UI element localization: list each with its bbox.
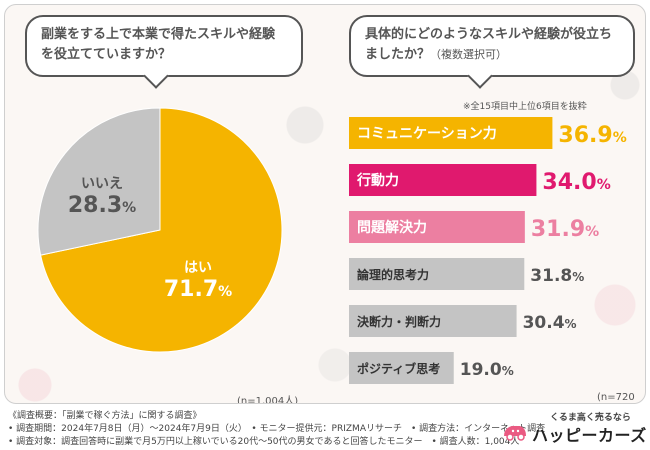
bar-3 bbox=[349, 258, 525, 290]
bar-value-3: 31.8% bbox=[530, 266, 584, 286]
footer-line3: • 調査対象：調査回答時に副業で月5万円以上稼いでいる20代～50代の男女である… bbox=[8, 437, 520, 447]
bar-label-1: 行動力 bbox=[356, 172, 399, 189]
bar-value-unit-2: % bbox=[585, 224, 599, 240]
bar-label-5: ポジティブ思考 bbox=[357, 361, 440, 376]
bar-label-4: 決断力・判断力 bbox=[357, 314, 441, 329]
bar-label-2: 問題解決力 bbox=[357, 219, 427, 236]
footer-line2: • 調査期間：2024年7月8日（月）～2024年7月9日（火） • モニター提… bbox=[8, 424, 546, 434]
question1-bubble: 副業をする上で本業で得たスキルや経験を役立てていますか？ bbox=[25, 15, 303, 77]
logo-tagline: くるま高く売るなら bbox=[550, 413, 631, 423]
pie-label-yes-name: はい bbox=[184, 260, 212, 276]
bar-4 bbox=[349, 305, 517, 337]
pie-label-yes-unit: % bbox=[218, 284, 233, 300]
pie-label-yes: はい 71.7% bbox=[163, 257, 233, 302]
question2-text: 具体的にどのようなスキルや経験が役立ちましたか？ bbox=[365, 27, 613, 62]
footer-line1: 《調査概要：「副業で稼ぐ方法」に関する調査》 bbox=[8, 411, 202, 421]
pie-label-no: いいえ 28.3% bbox=[67, 173, 137, 218]
pie-label-yes-value: 71.7 bbox=[163, 277, 219, 302]
bar-value-unit-5: % bbox=[502, 364, 514, 378]
bar-value-unit-0: % bbox=[613, 130, 627, 146]
bar-value-0: 36.9% bbox=[558, 123, 626, 148]
question2-subtext: （複数選択可） bbox=[430, 48, 508, 61]
pie-label-no-name: いいえ bbox=[81, 176, 123, 192]
logo-name: ハッピーカーズ bbox=[532, 426, 647, 445]
pie-label-no-unit: % bbox=[122, 200, 137, 216]
bar-label-0: コミュニケーション力 bbox=[357, 125, 497, 142]
bar-value-4: 30.4% bbox=[523, 313, 577, 333]
bar-value-unit-3: % bbox=[572, 270, 584, 284]
bar-value-2: 31.9% bbox=[531, 217, 599, 242]
bar-2 bbox=[349, 211, 525, 243]
bar-sample-size: (n=720人) bbox=[597, 392, 635, 403]
pie-label-no-value: 28.3 bbox=[67, 193, 123, 218]
bar-value-5: 19.0% bbox=[460, 360, 514, 380]
pie-slice-1 bbox=[37, 107, 161, 256]
bar-value-unit-4: % bbox=[565, 317, 577, 331]
pie-sample-size: (n=1,004人) bbox=[237, 396, 299, 404]
pie-chart bbox=[37, 107, 283, 353]
bar-value-1: 34.0% bbox=[542, 170, 610, 195]
bar-value-unit-1: % bbox=[597, 177, 611, 193]
question2-bubble: 具体的にどのようなスキルや経験が役立ちましたか？（複数選択可） bbox=[349, 15, 635, 77]
bar-0 bbox=[349, 117, 553, 149]
bar-chart: コミュニケーション力 36.9% 行動力 34.0% 問題解決力 31.9% 論理的思考力 3… bbox=[349, 117, 627, 384]
bar-note: ※全15項目中上位6項目を抜粋 bbox=[463, 102, 587, 112]
bar-1 bbox=[349, 164, 537, 196]
car-logo-icon bbox=[504, 426, 526, 441]
pie-slice-0 bbox=[40, 107, 283, 353]
bar-5 bbox=[349, 352, 454, 384]
question1-text: 副業をする上で本業で得たスキルや経験を役立てていますか？ bbox=[41, 27, 276, 62]
chart-frame: 副業をする上で本業で得たスキルや経験を役立てていますか？ 具体的にどのようなスキ… bbox=[4, 4, 646, 404]
bar-label-3: 論理的思考力 bbox=[357, 267, 429, 282]
